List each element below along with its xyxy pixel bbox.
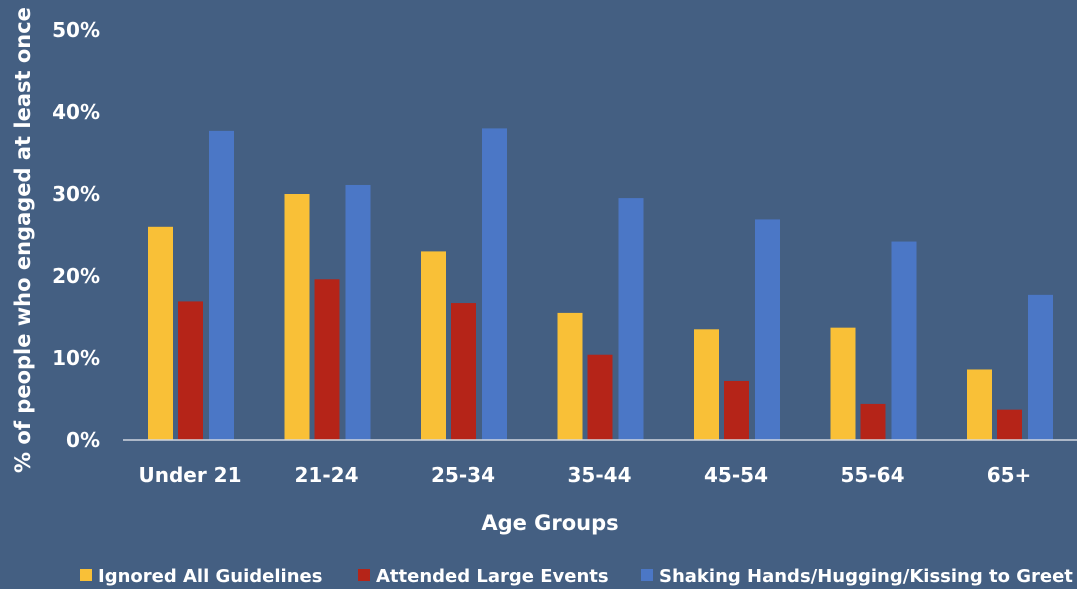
bar-2-6 <box>860 403 886 440</box>
bar-3-1 <box>209 130 234 441</box>
x-tick-label: 25-34 <box>431 463 495 487</box>
legend-label: Shaking Hands/Hugging/Kissing to Greet <box>659 566 1073 587</box>
x-tick-label: 21-24 <box>295 463 359 487</box>
y-tick-label: 20% <box>52 264 100 288</box>
bars-layer <box>148 128 1053 441</box>
y-tick-label: 40% <box>52 100 100 124</box>
bar-1-4 <box>557 312 583 440</box>
x-tick-label: 35-44 <box>568 463 632 487</box>
legend-swatch <box>358 569 370 581</box>
bar-3-4 <box>618 198 644 440</box>
legend: Ignored All Guidelines Attended Large Eve… <box>80 566 1073 587</box>
bar-1-6 <box>830 327 856 440</box>
x-tick-label: 45-54 <box>704 463 768 487</box>
x-tick-label: 65+ <box>987 463 1032 487</box>
bar-3-2 <box>345 184 371 440</box>
legend-swatch <box>641 569 653 581</box>
y-tick-label: 0% <box>66 428 100 452</box>
x-tick-label: Under 21 <box>138 463 241 487</box>
bar-1-1 <box>148 226 173 440</box>
x-tick-labels: Under 21 21-24 25-34 35-44 45-54 55-64 65+ <box>138 463 1031 487</box>
bar-1-7 <box>967 369 992 440</box>
x-axis-label: Age Groups <box>481 511 618 535</box>
bar-3-3 <box>482 128 507 440</box>
bar-2-3 <box>451 303 476 440</box>
bar-3-7 <box>1028 294 1053 440</box>
bar-2-1 <box>178 301 203 440</box>
legend-label: Ignored All Guidelines <box>98 566 322 587</box>
y-tick-label: 10% <box>52 346 100 370</box>
bar-3-6 <box>891 241 917 440</box>
bar-2-4 <box>587 354 613 440</box>
bar-1-5 <box>694 329 719 440</box>
bar-1-2 <box>284 194 310 440</box>
bar-1-3 <box>421 251 446 440</box>
y-axis-label: % of people who engaged at least once <box>11 7 35 473</box>
bar-2-7 <box>997 409 1022 440</box>
legend-swatch <box>80 569 92 581</box>
y-tick-labels: 0% 10% 20% 30% 40% 50% <box>52 18 100 452</box>
bar-3-5 <box>755 219 780 440</box>
legend-label: Attended Large Events <box>376 566 609 587</box>
x-tick-label: 55-64 <box>841 463 905 487</box>
y-tick-label: 50% <box>52 18 100 42</box>
y-tick-label: 30% <box>52 182 100 206</box>
bar-2-2 <box>314 279 340 440</box>
bar-2-5 <box>724 380 749 440</box>
